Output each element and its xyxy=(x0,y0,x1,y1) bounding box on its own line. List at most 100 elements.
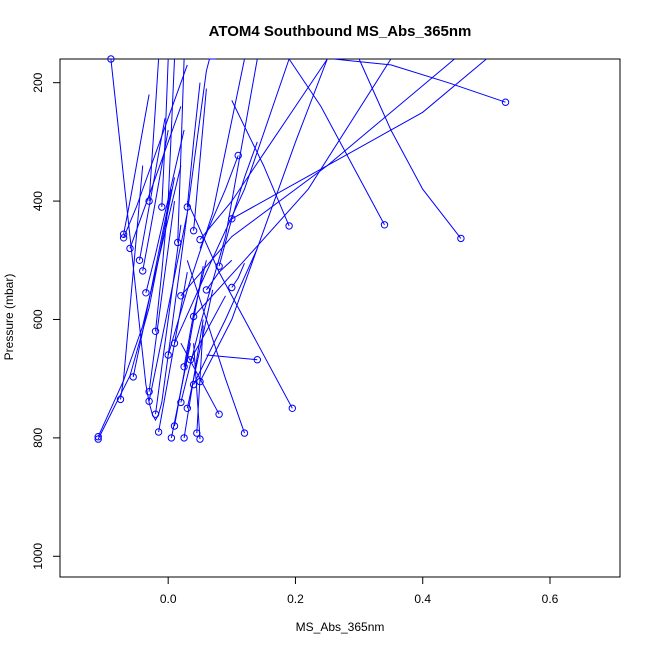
data-point xyxy=(288,404,296,412)
series-line-27 xyxy=(190,295,226,360)
series-line-11 xyxy=(145,129,185,293)
series-line-34 xyxy=(231,58,487,220)
data-point xyxy=(183,203,192,211)
data-point xyxy=(174,238,182,247)
data-point xyxy=(151,410,160,418)
data-point xyxy=(139,267,147,275)
series-line-13 xyxy=(148,212,188,402)
data-point xyxy=(189,380,198,389)
data-point xyxy=(457,234,465,243)
data-point xyxy=(183,404,192,412)
data-point xyxy=(177,398,185,407)
series-line-32 xyxy=(218,141,258,267)
y-axis: 200 400 600 800 1000 xyxy=(31,72,61,570)
series-line-46 xyxy=(180,58,258,403)
series-line-30 xyxy=(205,259,233,291)
data-point xyxy=(501,98,510,106)
x-tick-label: 0.6 xyxy=(542,592,559,606)
data-point xyxy=(380,221,389,229)
series-line-49 xyxy=(161,58,169,208)
series-line-50 xyxy=(177,58,185,243)
series-line-5 xyxy=(123,94,150,235)
data-point xyxy=(158,203,166,211)
data-point xyxy=(145,397,153,405)
series-line-24 xyxy=(206,354,258,361)
series-line-31 xyxy=(231,263,245,288)
series-line-6 xyxy=(123,64,188,238)
x-tick-label: 0.2 xyxy=(287,592,304,606)
series-line-25 xyxy=(199,58,328,382)
data-point xyxy=(202,286,211,294)
plot-area xyxy=(94,55,510,443)
series-line-42 xyxy=(180,58,455,297)
series-line-26 xyxy=(193,248,258,385)
data-point xyxy=(177,292,185,300)
x-tick-label: 0.4 xyxy=(414,592,431,606)
x-tick-label: 0.0 xyxy=(160,592,177,606)
series-line-48 xyxy=(148,58,160,202)
series-line-9 xyxy=(139,118,166,261)
y-tick-label: 200 xyxy=(31,72,45,92)
series-line-40 xyxy=(186,82,201,208)
y-axis-label: Pressure (mbar) xyxy=(2,274,16,361)
data-point xyxy=(145,388,153,396)
data-point xyxy=(164,351,172,359)
series-line-45 xyxy=(167,58,245,356)
series-line-20 xyxy=(193,343,201,440)
series-line-22 xyxy=(186,260,245,434)
data-point xyxy=(167,434,176,442)
series-line-38 xyxy=(333,58,506,103)
series-line-8 xyxy=(132,189,172,378)
data-point xyxy=(180,363,188,371)
series-line-7 xyxy=(129,106,182,249)
series-line-2 xyxy=(120,165,144,400)
series-line-41 xyxy=(193,88,207,231)
data-point xyxy=(151,327,160,335)
series-line-43 xyxy=(193,58,392,317)
series-line-15 xyxy=(158,272,188,433)
data-point xyxy=(189,312,198,321)
y-tick-label: 800 xyxy=(31,428,45,448)
data-point xyxy=(253,356,261,364)
series-line-39 xyxy=(199,58,328,240)
series-line-47 xyxy=(155,58,175,332)
data-point xyxy=(196,377,204,386)
data-point xyxy=(234,151,242,160)
data-point xyxy=(107,55,115,63)
data-point xyxy=(94,435,102,443)
series-line-28 xyxy=(186,289,214,409)
data-point xyxy=(129,373,137,381)
data-point xyxy=(196,435,204,443)
series-line-1 xyxy=(110,58,216,422)
x-axis: 0.0 0.2 0.4 0.6 xyxy=(160,576,559,606)
data-point xyxy=(240,429,249,437)
data-point xyxy=(196,235,204,244)
x-axis-label: MS_Abs_365nm xyxy=(296,620,385,634)
y-tick-label: 600 xyxy=(31,309,45,329)
data-point xyxy=(285,222,293,230)
series-line-14 xyxy=(155,224,182,415)
series-line-44 xyxy=(174,58,290,344)
series-line-23 xyxy=(186,200,293,409)
data-point xyxy=(116,395,125,404)
data-point xyxy=(126,244,134,253)
data-point xyxy=(228,283,236,292)
data-point xyxy=(94,433,102,441)
data-point xyxy=(215,410,223,418)
data-point xyxy=(119,234,128,242)
series-line-35 xyxy=(231,100,290,227)
data-point xyxy=(145,197,153,205)
data-point xyxy=(135,256,144,264)
series-line-4 xyxy=(97,177,175,440)
data-point xyxy=(180,434,188,442)
data-point xyxy=(142,289,150,297)
series-line-36 xyxy=(288,58,385,226)
series-line-37 xyxy=(358,58,462,239)
data-point xyxy=(154,428,163,436)
y-tick-label: 400 xyxy=(31,191,45,211)
plot-frame xyxy=(59,58,621,578)
series-line-12 xyxy=(148,201,175,392)
data-point xyxy=(189,227,198,235)
data-point xyxy=(215,262,223,270)
